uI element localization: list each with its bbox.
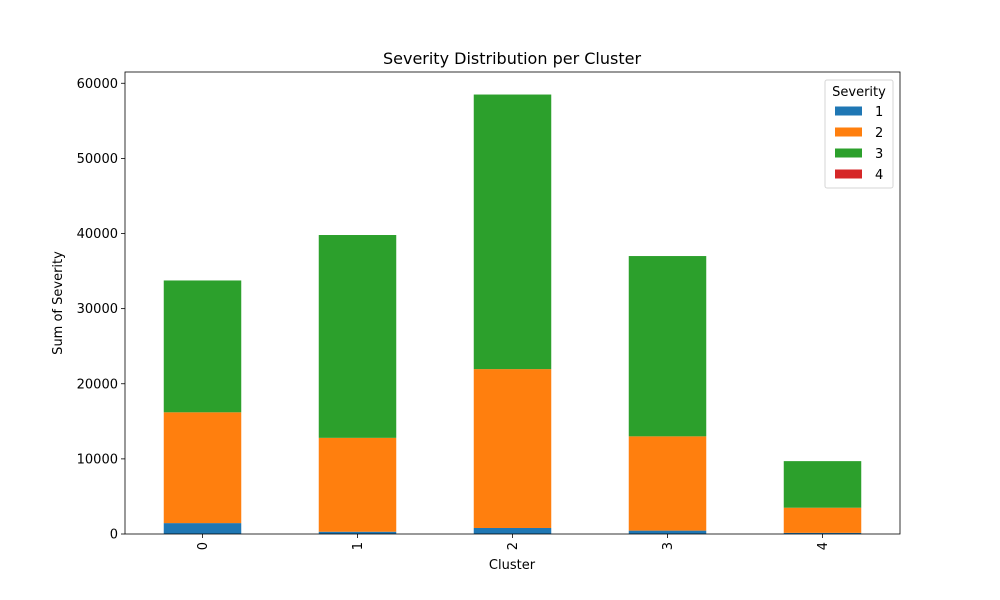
x-tick-label: 4: [816, 542, 831, 550]
bar-segment-cluster-1-severity-3: [318, 235, 397, 438]
legend-swatch-4: [835, 169, 862, 179]
bar-segment-cluster-3-severity-2: [628, 436, 707, 531]
chart-title: Severity Distribution per Cluster: [383, 49, 641, 68]
bar-segment-cluster-2-severity-2: [473, 369, 552, 528]
y-tick-label: 40000: [77, 227, 118, 242]
legend-label-3: 3: [875, 147, 883, 162]
bar-segment-cluster-0-severity-2: [163, 412, 242, 524]
y-tick-label: 60000: [77, 77, 118, 92]
legend-label-1: 1: [875, 105, 883, 120]
bar-segment-cluster-1-severity-2: [318, 437, 397, 532]
x-axis-label: Cluster: [489, 558, 536, 573]
bar-segment-cluster-3-severity-3: [628, 256, 707, 437]
y-tick-label: 0: [110, 528, 118, 543]
y-tick-label: 50000: [77, 152, 118, 167]
legend-swatch-2: [835, 127, 862, 137]
x-axis: 0 1 2 3 4: [196, 534, 831, 550]
legend-label-2: 2: [875, 126, 883, 141]
legend-swatch-3: [835, 148, 862, 158]
x-tick-label: 0: [196, 542, 211, 550]
bar-segment-cluster-4-severity-2: [783, 507, 862, 533]
legend-items: 1 2 3 4: [835, 105, 883, 183]
x-tick-label: 1: [351, 542, 366, 550]
bar-segment-cluster-4-severity-3: [783, 461, 862, 508]
bar-segment-cluster-3-severity-1: [628, 530, 707, 534]
legend-title: Severity: [832, 85, 886, 100]
y-axis-label: Sum of Severity: [51, 251, 66, 355]
legend-label-4: 4: [875, 168, 883, 183]
bar-segment-cluster-0-severity-3: [163, 280, 242, 413]
x-tick-label: 2: [506, 542, 521, 550]
bar-segment-cluster-0-severity-1: [163, 523, 242, 534]
legend: Severity 1 2 3 4: [824, 79, 894, 189]
y-tick-label: 30000: [77, 302, 118, 317]
bar-segment-cluster-4-severity-1: [783, 532, 862, 534]
bars-layer: [163, 94, 862, 534]
bar-segment-cluster-2-severity-3: [473, 94, 552, 370]
y-tick-label: 10000: [77, 452, 118, 467]
legend-swatch-1: [835, 106, 862, 116]
y-tick-label: 20000: [77, 377, 118, 392]
bar-segment-cluster-1-severity-1: [318, 531, 397, 534]
bar-segment-cluster-2-severity-1: [473, 527, 552, 534]
y-axis: 0 10000 20000 30000 40000 50000 60000: [77, 77, 125, 543]
x-tick-label: 3: [661, 542, 676, 550]
